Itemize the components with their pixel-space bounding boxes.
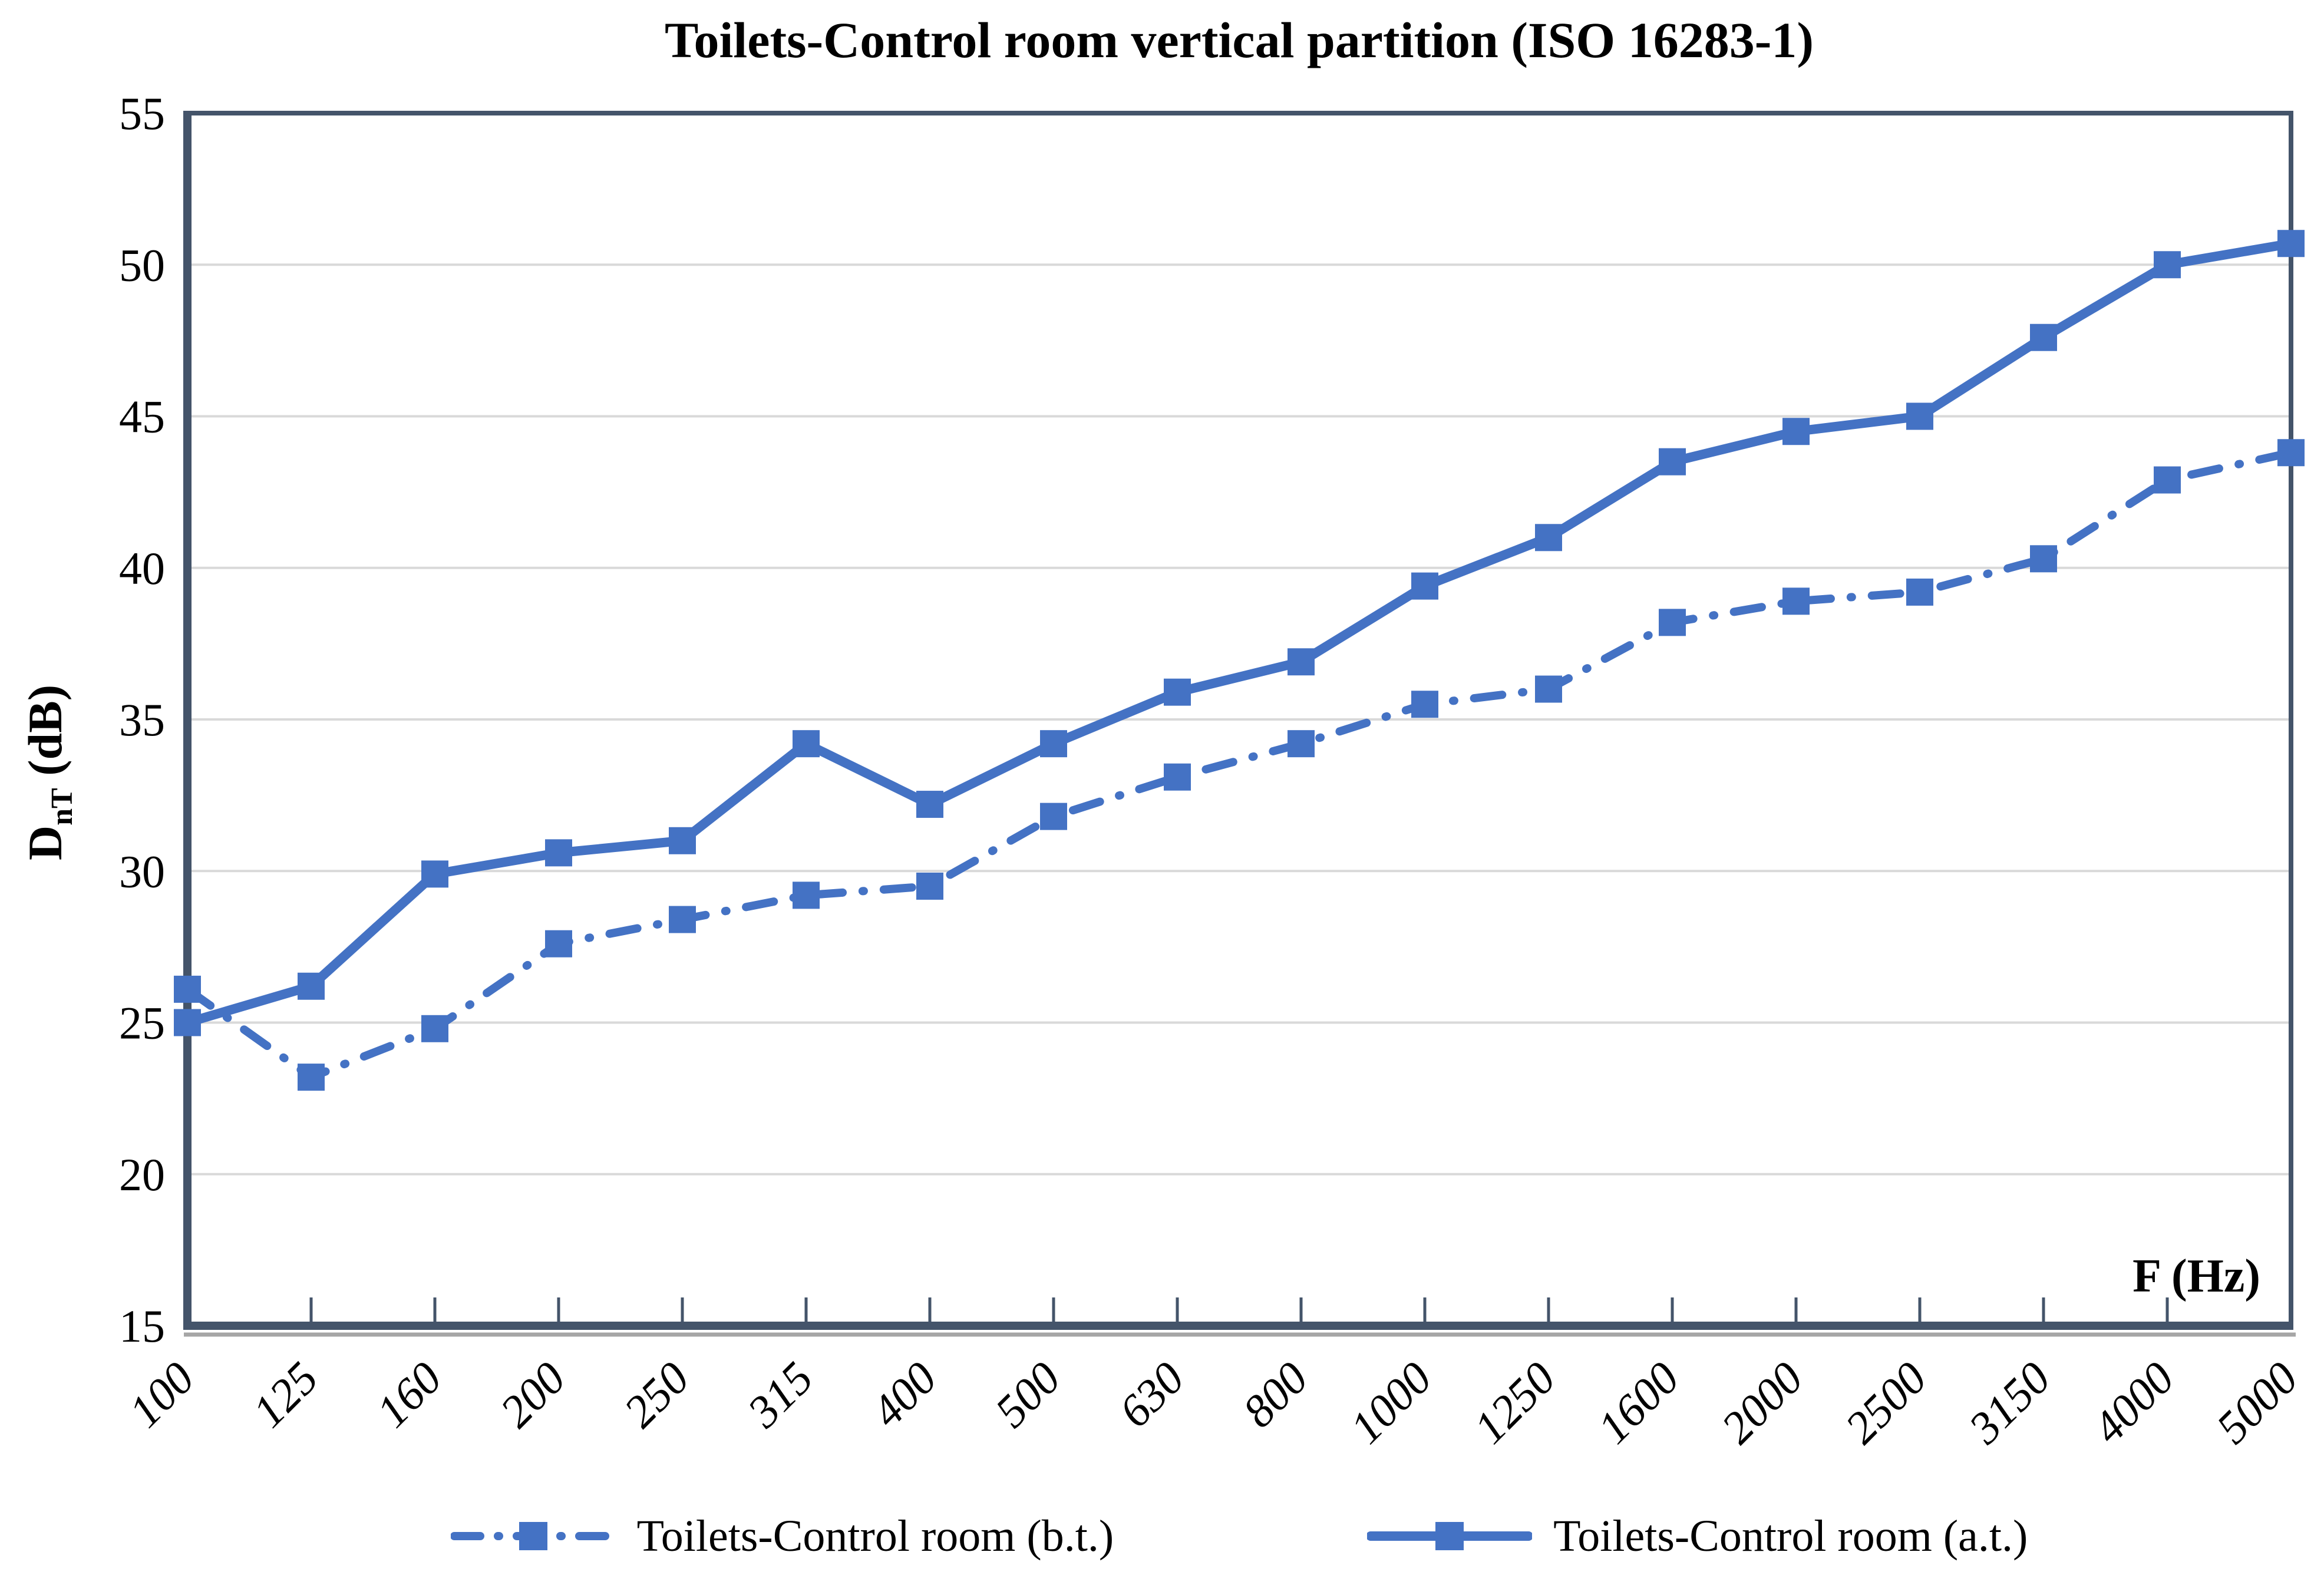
y-tick-label: 40 [119,543,165,594]
data-point-marker [2154,251,2181,279]
data-point-marker [1659,448,1686,475]
data-point-marker [1782,587,1810,615]
legend: Toilets-Control room (b.t.) Toilets-Cont… [187,1492,2291,1580]
data-point-marker [2277,230,2305,257]
legend-swatch-solid-line-icon [1367,1522,1533,1550]
data-point-marker [2277,439,2305,467]
data-point-marker [1164,763,1191,791]
data-point-marker [1040,803,1067,830]
x-tick-label: 1600 [1587,1352,1689,1454]
y-axis-title: DnT (dB) [18,685,79,860]
data-point-marker [421,860,448,888]
x-tick-label: 4000 [2082,1352,2184,1454]
data-point-marker [1411,572,1438,600]
legend-label-after-treatment: Toilets-Control room (a.t.) [1553,1511,2028,1561]
x-tick-label: 1250 [1464,1352,1565,1454]
x-tick-label: 2500 [1835,1352,1936,1454]
data-point-marker [916,872,943,900]
data-point-marker [916,791,943,818]
data-point-marker [1782,418,1810,445]
x-tick-label: 500 [985,1352,1070,1437]
legend-swatch-dashed-line-icon [450,1522,616,1550]
data-point-marker [1906,578,1933,606]
data-point-marker [545,839,572,867]
data-point-marker [793,730,820,758]
x-tick-label: 800 [1233,1352,1318,1437]
data-point-marker [1411,691,1438,718]
data-point-marker [421,1015,448,1042]
data-point-marker [2030,545,2057,573]
x-tick-label: 630 [1109,1352,1194,1437]
data-point-marker [793,881,820,909]
y-tick-label: 45 [119,391,165,443]
x-tick-label: 100 [119,1352,204,1437]
series-line-at [183,239,2296,1028]
x-tick-label: 200 [490,1352,575,1437]
y-tick-label: 20 [119,1149,165,1200]
x-tick-label: 315 [737,1352,823,1438]
legend-item-after-treatment: Toilets-Control room (a.t.) [1367,1511,2028,1562]
data-point-marker [545,930,572,957]
data-point-marker [174,1009,201,1036]
data-point-marker [1535,524,1562,552]
data-point-marker [1659,609,1686,636]
data-point-marker [298,972,325,1000]
data-point-marker [669,906,696,933]
x-tick-label: 3150 [1958,1352,2060,1454]
x-tick-label: 125 [243,1352,328,1437]
data-point-marker [1164,678,1191,706]
y-tick-label: 35 [119,694,165,745]
data-point-marker [2154,466,2181,494]
x-axis-title: F (Hz) [2132,1250,2260,1302]
y-tick-label: 25 [119,998,165,1049]
y-tick-label: 15 [119,1300,165,1352]
legend-label-before-treatment: Toilets-Control room (b.t.) [636,1511,1114,1561]
x-tick-label: 1000 [1340,1352,1441,1454]
legend-item-before-treatment: Toilets-Control room (b.t.) [450,1511,1114,1562]
y-tick-label: 30 [119,846,165,897]
x-tick-label: 5000 [2206,1352,2308,1454]
data-point-marker [1535,675,1562,703]
data-point-marker [2030,323,2057,351]
data-point-marker [669,827,696,854]
data-point-marker [174,975,201,1003]
series-line-bt [183,448,2295,1082]
y-tick-label: 55 [119,88,165,139]
data-point-marker [1040,730,1067,758]
x-tick-label: 250 [614,1352,699,1437]
data-point-marker [298,1064,325,1091]
data-point-marker [1288,730,1315,758]
x-tick-label: 160 [367,1352,451,1437]
x-tick-label: 400 [861,1352,946,1437]
data-point-marker [1288,648,1315,676]
y-tick-label: 50 [119,239,165,290]
chart-title: Toilets-Control room vertical partition … [665,12,1814,68]
x-tick-label: 2000 [1711,1352,1813,1454]
data-point-marker [1906,402,1933,430]
